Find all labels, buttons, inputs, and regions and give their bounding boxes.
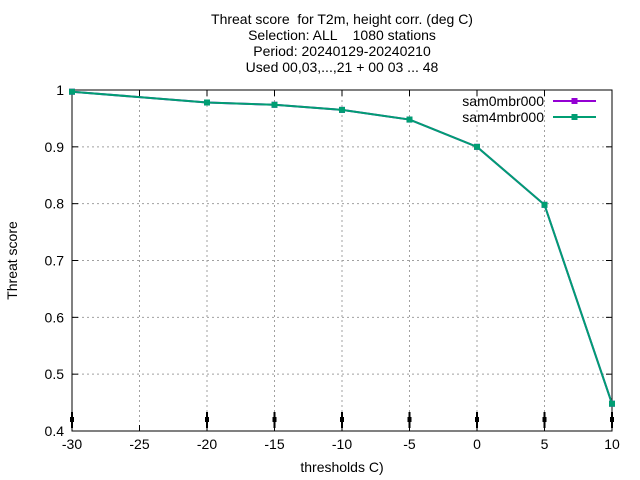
y-tick-label: 0.5 [45,366,65,382]
sample-marker-point [407,417,412,422]
sample-marker-point [70,417,74,422]
title-line-4: Used 00,03,...,21 + 00 03 ... 48 [245,59,439,75]
data-point-sam4mbr000 [69,88,75,95]
legend-label-sam4mbr000: sam4mbr000 [462,109,544,125]
sample-marker-point [205,417,209,422]
data-point-sam4mbr000 [271,101,278,108]
x-tick-label: 5 [541,436,549,452]
grid [72,90,612,431]
x-tick-label: -15 [264,436,284,452]
legend: sam0mbr000 sam4mbr000 [462,93,596,125]
title-line-2: Selection: ALL 1080 stations [248,27,436,43]
chart-title: Threat score for T2m, height corr. (deg … [0,11,640,75]
x-axis-label: thresholds C) [300,459,383,475]
y-tick-label: 0.6 [45,309,65,325]
legend-marker-sam0mbr000 [571,98,578,104]
data-point-sam4mbr000 [541,201,548,208]
series-line-sam4mbr000 [71,90,613,405]
y-axis-label: Threat score [4,221,20,300]
x-tick-label: -20 [197,436,217,452]
data-point-sam4mbr000 [339,106,345,113]
y-tick-label: 0.8 [45,196,65,212]
x-tick-label: -30 [62,436,82,452]
data-point-sam4mbr000 [204,99,210,106]
data-point-sam4mbr000 [406,116,413,123]
y-axis: 0.4 0.5 0.6 0.7 0.8 0.9 1 [45,82,612,439]
series-group [69,88,615,407]
x-tick-label: -5 [403,436,416,452]
x-tick-label: 0 [473,436,481,452]
sample-markers [70,412,614,428]
legend-label-sam0mbr000: sam0mbr000 [462,93,544,109]
x-tick-label: -25 [129,436,149,452]
sample-marker-point [610,417,614,422]
x-tick-label: -10 [332,436,352,452]
x-tick-label: 10 [604,436,620,452]
sample-marker-point [272,417,277,422]
y-tick-label: 0.4 [45,423,65,439]
sample-marker-point [542,417,547,422]
y-tick-label: 0.9 [45,139,65,155]
data-point-sam4mbr000 [609,400,615,407]
sample-marker-point [340,417,344,422]
y-tick-label: 1 [56,82,64,98]
data-point-sam4mbr000 [474,143,480,150]
x-axis: -30 -25 -20 -15 -10 -5 0 5 10 [62,90,620,452]
sample-marker-point [475,417,479,422]
title-line-1: Threat score for T2m, height corr. (deg … [211,11,473,27]
legend-marker-sam4mbr000 [571,114,578,120]
y-tick-label: 0.7 [45,253,65,269]
title-line-3: Period: 20240129-20240210 [253,43,431,59]
